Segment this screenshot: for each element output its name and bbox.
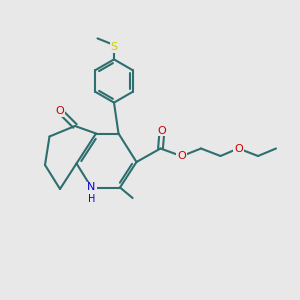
Text: N: N — [87, 182, 96, 193]
Text: O: O — [158, 125, 166, 136]
Text: H: H — [88, 194, 95, 204]
Text: O: O — [234, 143, 243, 154]
Text: S: S — [110, 42, 118, 52]
Text: O: O — [177, 151, 186, 161]
Text: O: O — [56, 106, 64, 116]
